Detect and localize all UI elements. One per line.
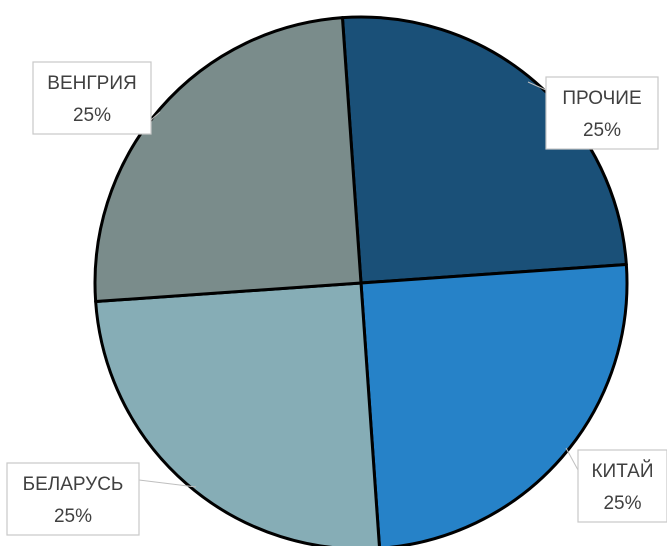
data-label-2: КИТАЙ 25% bbox=[577, 449, 667, 523]
pie-slice-3 bbox=[94, 281, 381, 546]
data-label-percent: 25% bbox=[73, 105, 111, 126]
leader-line-3 bbox=[138, 479, 197, 488]
slices-layer bbox=[93, 15, 629, 546]
data-label-category: ВЕНГРИЯ bbox=[47, 73, 136, 94]
data-label-percent: 25% bbox=[583, 120, 621, 141]
pie-slice-4 bbox=[93, 16, 363, 304]
data-label-percent: 25% bbox=[54, 506, 92, 527]
data-label-category: ПРОЧИЕ bbox=[562, 88, 641, 109]
pie-slice-1 bbox=[340, 15, 628, 285]
data-label-percent: 25% bbox=[603, 493, 641, 514]
data-label-3: БЕЛАРУСЬ 25% bbox=[6, 462, 140, 536]
data-label-box bbox=[6, 462, 140, 536]
data-label-4: ВЕНГРИЯ 25% bbox=[32, 61, 152, 135]
data-label-category: КИТАЙ bbox=[591, 460, 653, 482]
leader-line-2 bbox=[565, 447, 579, 471]
data-labels: ПРОЧИЕ 25% КИТАЙ 25% БЕЛАРУСЬ 25% ВЕНГРИЯ 25% bbox=[6, 61, 667, 536]
data-label-box bbox=[32, 61, 152, 135]
leader-line-4 bbox=[150, 111, 161, 121]
leader-lines bbox=[138, 81, 579, 488]
leader-line-1 bbox=[527, 81, 547, 91]
pie-slice-2 bbox=[359, 262, 629, 546]
data-label-box bbox=[577, 449, 667, 523]
data-label-1: ПРОЧИЕ 25% bbox=[545, 76, 659, 150]
data-label-box bbox=[545, 76, 659, 150]
data-label-category: БЕЛАРУСЬ bbox=[23, 474, 124, 495]
